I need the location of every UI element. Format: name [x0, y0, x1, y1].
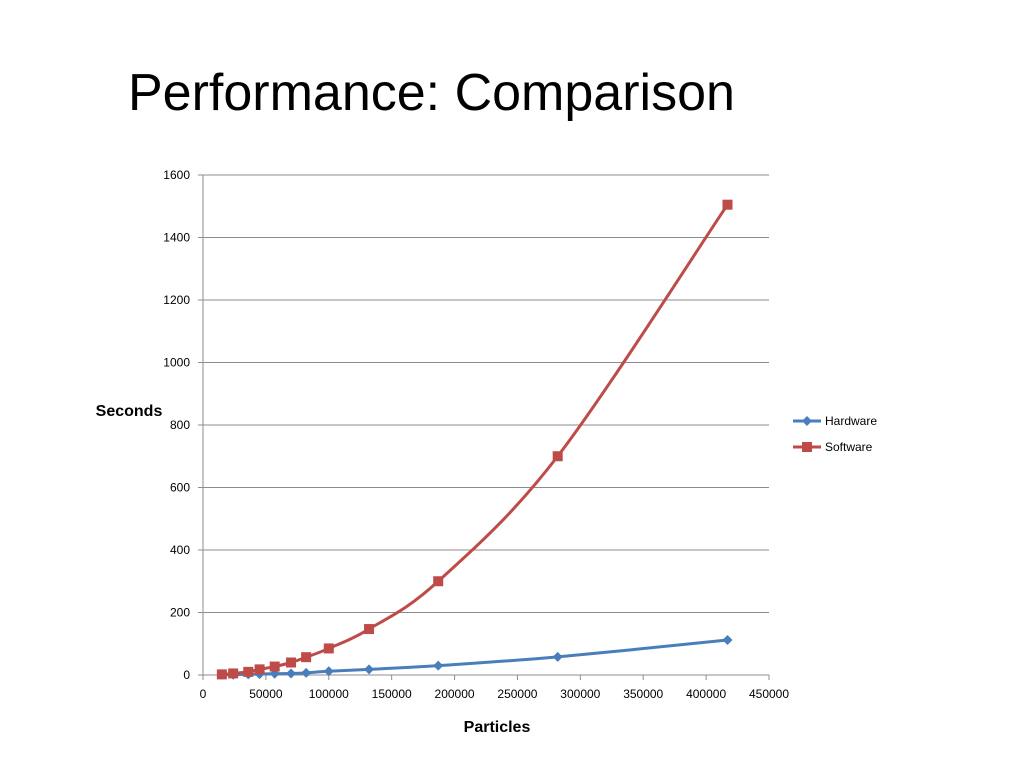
- data-point-software: [433, 576, 444, 587]
- x-tick-label: 450000: [749, 687, 789, 701]
- series-line-software: [220, 203, 729, 676]
- data-point-software: [301, 652, 312, 663]
- y-tick-label: 1200: [163, 293, 190, 307]
- data-point-software: [243, 666, 254, 677]
- legend-swatch-marker: [802, 416, 812, 426]
- data-point-hardware: [364, 664, 375, 675]
- data-point-hardware: [552, 651, 563, 662]
- data-point-software: [286, 657, 297, 668]
- x-axis-title: Particles: [464, 719, 531, 736]
- series-line-hardware: [220, 638, 729, 677]
- legend-item-software: Software: [793, 440, 873, 454]
- x-tick-label: 300000: [560, 687, 600, 701]
- y-axis-title: Seconds: [96, 403, 163, 420]
- y-tick-label: 200: [170, 606, 190, 620]
- data-point-software: [364, 624, 375, 635]
- x-tick-label: 150000: [372, 687, 412, 701]
- chart-axes: 0 200 400 600 800 1000 1200 1400 1600 0 50000 10000…: [163, 168, 789, 701]
- data-point-software: [323, 643, 334, 654]
- legend-item-hardware: Hardware: [793, 414, 877, 428]
- series-software: [216, 199, 733, 680]
- x-tick-label: 200000: [435, 687, 475, 701]
- y-tick-label: 0: [183, 668, 190, 682]
- y-tick-label: 1400: [163, 231, 190, 245]
- data-point-hardware: [323, 666, 334, 677]
- data-point-software: [254, 664, 265, 675]
- chart-series: [216, 199, 733, 680]
- y-tick-label: 800: [170, 418, 190, 432]
- legend-swatch-marker: [802, 442, 812, 452]
- chart-grid: [203, 174, 769, 613]
- data-point-software: [216, 669, 227, 680]
- x-tick-label: 0: [200, 687, 207, 701]
- data-point-hardware: [301, 667, 312, 678]
- data-point-software: [552, 451, 563, 462]
- slide-title: Performance: Comparison: [128, 64, 735, 122]
- x-tick-label: 50000: [249, 687, 283, 701]
- data-point-hardware: [286, 668, 297, 679]
- y-tick-label: 600: [170, 481, 190, 495]
- data-point-software: [269, 661, 280, 672]
- series-hardware: [216, 635, 733, 680]
- x-tick-label: 100000: [309, 687, 349, 701]
- x-tick-label: 350000: [623, 687, 663, 701]
- data-point-software: [228, 668, 239, 679]
- y-tick-label: 1000: [163, 356, 190, 370]
- chart-legend: Hardware Software: [793, 414, 877, 454]
- data-point-software: [722, 199, 733, 210]
- x-tick-label: 250000: [497, 687, 537, 701]
- y-tick-label: 1600: [163, 168, 190, 182]
- legend-label: Software: [825, 440, 873, 454]
- data-point-hardware: [722, 635, 733, 645]
- data-point-hardware: [433, 660, 444, 671]
- x-tick-label: 400000: [686, 687, 726, 701]
- legend-label: Hardware: [825, 414, 877, 428]
- y-tick-label: 400: [170, 543, 190, 557]
